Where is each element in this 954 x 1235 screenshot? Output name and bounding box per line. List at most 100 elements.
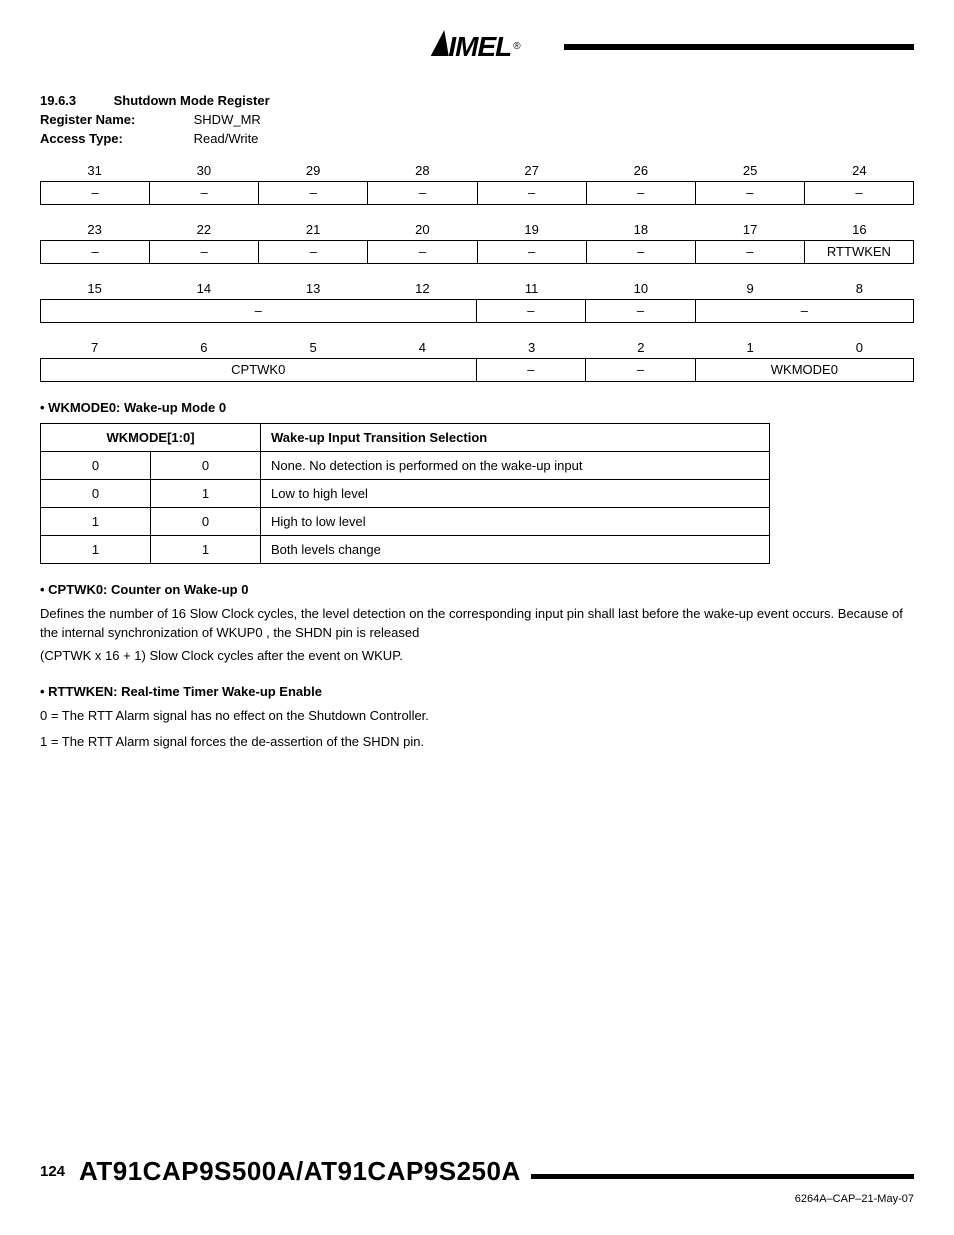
wkmode-bit-1: 1	[41, 508, 151, 536]
bit-number: 14	[149, 278, 258, 299]
bit-field-cell: –	[805, 182, 913, 204]
table-row: 01Low to high level	[41, 480, 770, 508]
bit-field-cell: –	[477, 300, 587, 322]
bit-number: 12	[368, 278, 477, 299]
bit-field-cell: –	[41, 241, 150, 263]
bit-number: 8	[805, 278, 914, 299]
wkmode-heading: WKMODE0: Wake-up Mode 0	[40, 400, 914, 415]
page-footer: 124 AT91CAP9S500A/AT91CAP9S250A 6264A–CA…	[40, 1156, 914, 1205]
bit-number: 21	[259, 219, 368, 240]
wkmode-bit-1: 0	[41, 480, 151, 508]
bit-number: 25	[696, 160, 805, 181]
header-rule	[564, 44, 914, 50]
wkmode-desc: High to low level	[261, 508, 770, 536]
rttwken-heading: RTTWKEN: Real-time Timer Wake-up Enable	[40, 684, 914, 699]
section-title: Shutdown Mode Register	[114, 93, 270, 108]
bit-number: 28	[368, 160, 477, 181]
bit-number: 20	[368, 219, 477, 240]
bit-number: 18	[586, 219, 695, 240]
bit-field-cell: –	[41, 300, 477, 322]
bit-field-cell: –	[587, 241, 696, 263]
bit-field-cell: –	[368, 182, 477, 204]
section-number: 19.6.3	[40, 93, 110, 108]
cptwk-text-1: Defines the number of 16 Slow Clock cycl…	[40, 605, 914, 643]
bit-number: 5	[259, 337, 368, 358]
wkmode-bit-0: 0	[151, 508, 261, 536]
bit-number: 4	[368, 337, 477, 358]
bit-number: 10	[586, 278, 695, 299]
logo-text: IMEL	[448, 31, 511, 62]
bit-number: 27	[477, 160, 586, 181]
footer-rule	[531, 1174, 914, 1179]
bit-number: 30	[149, 160, 258, 181]
bit-number: 0	[805, 337, 914, 358]
wkmode-bit-0: 0	[151, 452, 261, 480]
bit-number: 11	[477, 278, 586, 299]
wkmode-desc: Both levels change	[261, 536, 770, 564]
cptwk-heading: CPTWK0: Counter on Wake-up 0	[40, 582, 914, 597]
wkmode-bit-0: 1	[151, 536, 261, 564]
bit-number: 24	[805, 160, 914, 181]
wkmode-bit-1: 0	[41, 452, 151, 480]
wkmode-table-header-desc: Wake-up Input Transition Selection	[261, 424, 770, 452]
page-number: 124	[40, 1163, 65, 1180]
bit-field-cell: –	[586, 359, 696, 381]
document-title: AT91CAP9S500A/AT91CAP9S250A	[79, 1156, 521, 1187]
bit-field-cell: –	[586, 300, 696, 322]
bit-number: 1	[696, 337, 805, 358]
bit-field-cell: WKMODE0	[696, 359, 913, 381]
bit-number: 19	[477, 219, 586, 240]
bit-number: 22	[149, 219, 258, 240]
wkmode-bit-0: 1	[151, 480, 261, 508]
bit-number: 15	[40, 278, 149, 299]
bit-number: 13	[259, 278, 368, 299]
wkmode-desc: Low to high level	[261, 480, 770, 508]
access-type-label: Access Type:	[40, 131, 190, 146]
bit-field-cell: –	[696, 182, 805, 204]
wkmode-table: WKMODE[1:0] Wake-up Input Transition Sel…	[40, 423, 770, 564]
wkmode-desc: None. No detection is performed on the w…	[261, 452, 770, 480]
bit-number: 7	[40, 337, 149, 358]
bit-number: 23	[40, 219, 149, 240]
bit-number: 16	[805, 219, 914, 240]
bit-number: 17	[696, 219, 805, 240]
bit-number: 9	[696, 278, 805, 299]
wkmode-table-header-bits: WKMODE[1:0]	[41, 424, 261, 452]
bit-number: 6	[149, 337, 258, 358]
register-name-row: Register Name: SHDW_MR	[40, 112, 914, 127]
rttwken-line-0: 0 = The RTT Alarm signal has no effect o…	[40, 707, 914, 726]
bit-number: 2	[586, 337, 695, 358]
wkmode-bit-1: 1	[41, 536, 151, 564]
bit-field-cell: –	[150, 182, 259, 204]
bit-number: 31	[40, 160, 149, 181]
table-row: 10High to low level	[41, 508, 770, 536]
register-name-value: SHDW_MR	[194, 112, 261, 127]
bit-field-cell: –	[477, 359, 587, 381]
bit-field-cell: RTTWKEN	[805, 241, 913, 263]
logo: IMEL ®	[433, 30, 520, 63]
bit-number: 29	[259, 160, 368, 181]
logo-registered: ®	[513, 41, 520, 52]
bit-field-cell: –	[478, 241, 587, 263]
document-id: 6264A–CAP–21-May-07	[40, 1193, 914, 1205]
access-type-row: Access Type: Read/Write	[40, 131, 914, 146]
bit-field-cell: –	[587, 182, 696, 204]
cptwk-text-2: (CPTWK x 16 + 1) Slow Clock cycles after…	[40, 647, 914, 666]
bit-field-cell: CPTWK0	[41, 359, 477, 381]
bit-number: 3	[477, 337, 586, 358]
access-type-value: Read/Write	[194, 131, 259, 146]
bit-number: 26	[586, 160, 695, 181]
bit-field-cell: –	[41, 182, 150, 204]
bit-field-cell: –	[150, 241, 259, 263]
table-row: 11Both levels change	[41, 536, 770, 564]
bit-field-cell: –	[259, 241, 368, 263]
bit-field-cell: –	[478, 182, 587, 204]
register-bit-map: 3130292827262524––––––––2322212019181716…	[40, 160, 914, 382]
bit-field-cell: –	[696, 241, 805, 263]
section-heading: 19.6.3 Shutdown Mode Register	[40, 93, 914, 108]
register-name-label: Register Name:	[40, 112, 190, 127]
bit-field-cell: –	[259, 182, 368, 204]
rttwken-line-1: 1 = The RTT Alarm signal forces the de-a…	[40, 733, 914, 752]
bit-field-cell: –	[696, 300, 913, 322]
bit-field-cell: –	[368, 241, 477, 263]
